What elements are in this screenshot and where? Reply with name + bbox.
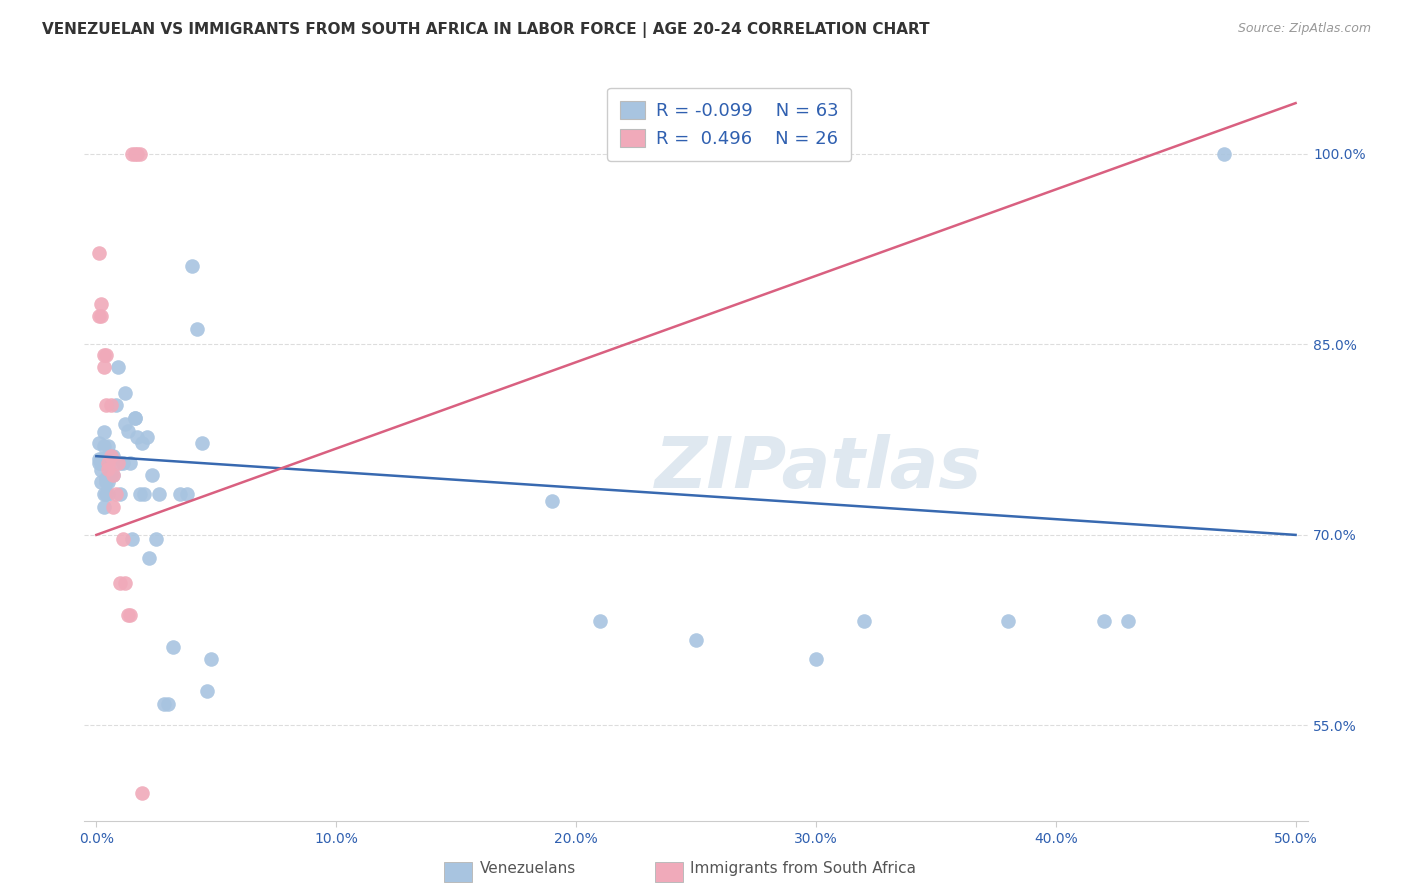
Point xyxy=(97,456,120,470)
Point xyxy=(191,436,214,450)
Point xyxy=(93,500,115,514)
Point xyxy=(97,449,120,463)
Point xyxy=(90,475,112,489)
Point xyxy=(114,576,136,591)
Legend: R = -0.099    N = 63, R =  0.496    N = 26: R = -0.099 N = 63, R = 0.496 N = 26 xyxy=(607,88,851,161)
Point xyxy=(87,456,110,470)
Point xyxy=(145,532,167,546)
Point xyxy=(114,385,136,400)
Point xyxy=(100,449,122,463)
Point xyxy=(124,147,146,161)
Point xyxy=(162,640,184,654)
Point xyxy=(685,633,707,648)
Point xyxy=(169,487,191,501)
Point xyxy=(90,310,112,324)
Point xyxy=(152,697,174,711)
Point xyxy=(852,614,875,628)
Point xyxy=(804,652,827,666)
Point xyxy=(134,487,156,501)
Text: Source: ZipAtlas.com: Source: ZipAtlas.com xyxy=(1237,22,1371,36)
Point xyxy=(121,532,143,546)
Point xyxy=(94,456,117,470)
Point xyxy=(101,449,124,463)
Point xyxy=(118,607,141,622)
Point xyxy=(93,487,115,501)
Point xyxy=(94,475,117,489)
Text: Immigrants from South Africa: Immigrants from South Africa xyxy=(690,861,917,876)
Bar xyxy=(655,863,683,882)
Point xyxy=(117,607,139,622)
Point xyxy=(90,456,112,470)
Point xyxy=(104,398,127,412)
Point xyxy=(111,532,134,546)
Point xyxy=(101,500,124,514)
Point xyxy=(589,614,612,628)
Point xyxy=(97,439,120,453)
Text: VENEZUELAN VS IMMIGRANTS FROM SOUTH AFRICA IN LABOR FORCE | AGE 20-24 CORRELATIO: VENEZUELAN VS IMMIGRANTS FROM SOUTH AFRI… xyxy=(42,22,929,38)
Point xyxy=(131,436,153,450)
Point xyxy=(90,297,112,311)
Point xyxy=(195,684,218,698)
Point xyxy=(101,468,124,483)
Point xyxy=(97,487,120,501)
Point xyxy=(1116,614,1139,628)
Text: ZIPatlas: ZIPatlas xyxy=(655,434,981,503)
Point xyxy=(87,310,110,324)
Point xyxy=(117,424,139,438)
Point xyxy=(997,614,1019,628)
Point xyxy=(94,398,117,412)
Point xyxy=(93,439,115,453)
Point xyxy=(100,449,122,463)
Point xyxy=(176,487,198,501)
Point xyxy=(127,430,149,444)
Point xyxy=(87,436,110,450)
Point xyxy=(87,451,110,466)
Point xyxy=(93,425,115,439)
Point xyxy=(94,347,117,361)
Point xyxy=(101,468,124,483)
Point xyxy=(131,786,153,800)
Point xyxy=(127,147,149,161)
Point xyxy=(148,487,170,501)
Point xyxy=(94,471,117,485)
Bar xyxy=(444,863,472,882)
Point xyxy=(128,147,150,161)
Point xyxy=(90,451,112,466)
Point xyxy=(110,576,132,591)
Point xyxy=(124,411,146,425)
Point xyxy=(157,697,180,711)
Point xyxy=(135,430,157,444)
Point xyxy=(541,493,564,508)
Text: Venezuelans: Venezuelans xyxy=(479,861,575,876)
Point xyxy=(181,259,204,273)
Point xyxy=(111,456,134,470)
Point xyxy=(1212,147,1234,161)
Point xyxy=(110,456,132,470)
Point xyxy=(124,411,146,425)
Point xyxy=(141,468,163,483)
Point xyxy=(87,246,110,260)
Point xyxy=(97,462,120,476)
Point xyxy=(93,347,115,361)
Point xyxy=(110,487,132,501)
Point xyxy=(90,463,112,477)
Point xyxy=(128,487,150,501)
Point xyxy=(186,322,208,336)
Point xyxy=(104,487,127,501)
Point xyxy=(100,468,122,483)
Point xyxy=(107,456,129,470)
Point xyxy=(200,652,222,666)
Point xyxy=(94,487,117,501)
Point xyxy=(118,456,141,470)
Point xyxy=(107,360,129,375)
Point xyxy=(100,398,122,412)
Point xyxy=(121,147,143,161)
Point xyxy=(97,475,120,489)
Point xyxy=(93,360,115,375)
Point xyxy=(1092,614,1115,628)
Point xyxy=(114,417,136,432)
Point xyxy=(138,550,160,565)
